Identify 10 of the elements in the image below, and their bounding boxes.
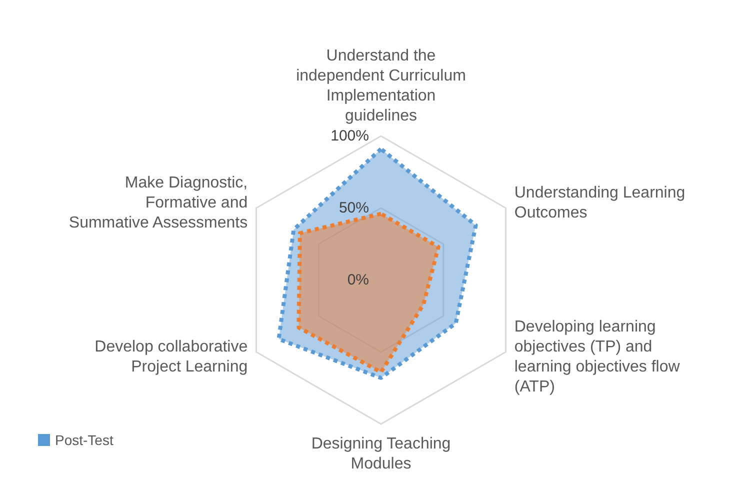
y-tick-label: 50% — [338, 200, 369, 216]
spoke-label: Make Diagnostic, Formative and Summative Assessments — [68, 174, 248, 232]
spoke-label: Develop collaborative Project Learning — [94, 338, 248, 376]
spoke-label: Understand the independent Curriculum Implementation guidelines — [296, 48, 466, 124]
spoke-label: Developing learning objectives (TP) and learning objectives flow (ATP) — [514, 318, 680, 396]
y-tick-label: 0% — [347, 272, 369, 288]
spoke-label: Designing Teaching Modules — [311, 436, 451, 472]
legend-label: Post-Test — [55, 432, 114, 448]
y-tick-label: 100% — [330, 128, 369, 144]
spoke-label: Understanding Learning Outcomes — [514, 184, 686, 222]
